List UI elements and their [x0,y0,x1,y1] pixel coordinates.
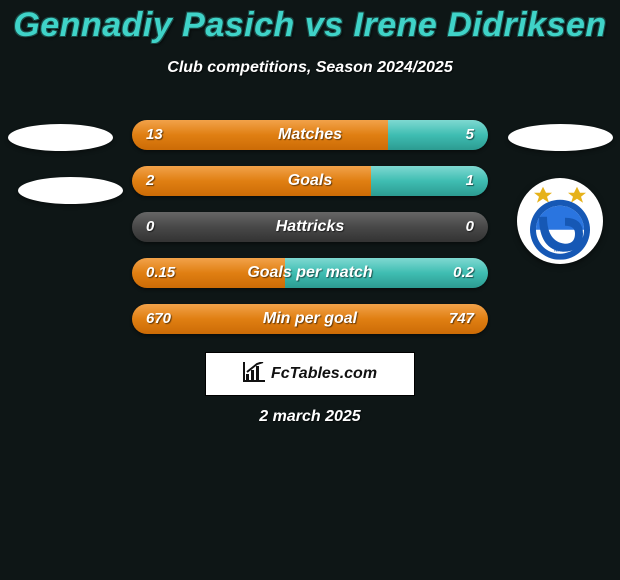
comparison-infographic: Gennadiy Pasich vs Irene Didriksen Club … [0,0,620,580]
stat-bar-left [132,166,371,196]
svg-text:КИЇВ: КИЇВ [554,247,566,254]
stat-value-right: 1 [466,166,474,196]
stat-value-right: 5 [466,120,474,150]
stat-label: Hattricks [132,212,488,242]
stat-value-left: 670 [146,304,171,334]
player-a-badge-1 [8,124,113,151]
stat-row: 21Goals [132,166,488,196]
brand-watermark: FcTables.com [205,352,415,396]
stat-value-left: 0.15 [146,258,175,288]
date-label: 2 march 2025 [0,408,620,426]
player-a-badge-2 [18,177,123,204]
stat-value-left: 13 [146,120,163,150]
club-crest-dynamo: КИЇВ [517,178,603,264]
stat-bar-left [132,120,388,150]
player-b-column: КИЇВ [500,100,620,360]
stat-value-right: 0 [466,212,474,242]
brand-label: FcTables.com [271,365,377,383]
stat-value-right: 747 [449,304,474,334]
stat-value-left: 2 [146,166,154,196]
page-subtitle: Club competitions, Season 2024/2025 [0,59,620,77]
player-b-badge-1 [508,124,613,151]
stat-value-left: 0 [146,212,154,242]
comparison-area: КИЇВ 135Matches21Goals00Hattricks0.150.2… [0,100,620,360]
page-title: Gennadiy Pasich vs Irene Didriksen [0,6,620,45]
bar-chart-icon [243,362,265,387]
stat-value-right: 0.2 [453,258,474,288]
stat-row: 0 0Hattricks [132,212,488,242]
stats-column: 135Matches21Goals00Hattricks0.150.2Goals… [132,120,488,350]
player-a-column [0,100,120,360]
crest-icon: КИЇВ [525,184,595,265]
stat-row: 670 747Min per goal [132,304,488,334]
stat-row: 135Matches [132,120,488,150]
stat-row: 0.150.2Goals per match [132,258,488,288]
stat-label: Min per goal [132,304,488,334]
